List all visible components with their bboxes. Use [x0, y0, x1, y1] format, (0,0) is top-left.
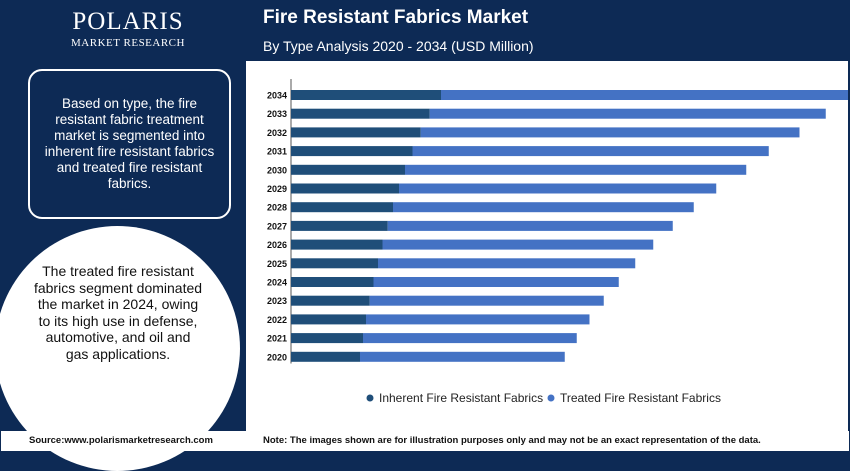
y-tick-label-2030: 2030 [267, 165, 287, 175]
legend-label-treated: Treated Fire Resistant Fabrics [560, 391, 721, 405]
bar-inherent-2029 [291, 183, 399, 194]
bar-treated-2029 [399, 183, 717, 194]
bar-inherent-2021 [291, 333, 363, 344]
bar-inherent-2034 [291, 90, 441, 100]
bar-inherent-2023 [291, 295, 370, 306]
bar-treated-2027 [387, 220, 673, 231]
bar-inherent-2030 [291, 164, 405, 175]
segmentation-info-box: Based on type, the fire resistant fabric… [28, 69, 231, 219]
y-tick-label-2031: 2031 [267, 147, 287, 157]
bar-treated-2032 [420, 127, 800, 138]
chart-title: Fire Resistant Fabrics Market [263, 7, 529, 28]
bar-treated-2033 [429, 108, 826, 119]
bar-inherent-2031 [291, 146, 413, 157]
bar-treated-2024 [373, 277, 619, 287]
legend-marker-inherent [366, 394, 374, 402]
y-tick-label-2028: 2028 [267, 203, 287, 213]
bar-inherent-2033 [291, 108, 430, 119]
bar-inherent-2025 [291, 258, 378, 269]
y-tick-label-2022: 2022 [267, 315, 287, 325]
y-tick-label-2025: 2025 [267, 259, 287, 269]
logo-subtitle: MARKET RESEARCH [71, 37, 185, 49]
y-tick-label-2033: 2033 [267, 109, 287, 119]
disclaimer-note: Note: The images shown are for illustrat… [263, 435, 761, 446]
bar-treated-2034 [441, 90, 848, 100]
chart-subtitle: By Type Analysis 2020 - 2034 (USD Millio… [263, 38, 534, 54]
bar-treated-2025 [378, 258, 636, 269]
y-tick-label-2024: 2024 [267, 278, 287, 288]
bar-inherent-2032 [291, 127, 421, 138]
y-tick-label-2026: 2026 [267, 240, 287, 250]
highlight-text: The treated fire resistant fabrics segme… [33, 263, 203, 362]
legend-marker-treated [547, 394, 555, 402]
bar-inherent-2020 [291, 351, 360, 362]
bar-inherent-2024 [291, 277, 374, 287]
y-tick-label-2027: 2027 [267, 221, 287, 231]
company-logo: POLARIS MARKET RESEARCH [63, 8, 193, 50]
bar-treated-2030 [405, 164, 747, 175]
y-tick-label-2023: 2023 [267, 296, 287, 306]
bar-treated-2022 [366, 314, 590, 325]
segmentation-info-text: Based on type, the fire resistant fabric… [44, 96, 215, 191]
y-tick-label-2020: 2020 [267, 352, 287, 362]
y-tick-label-2021: 2021 [267, 334, 287, 344]
bar-treated-2020 [360, 351, 565, 362]
legend-label-inherent: Inherent Fire Resistant Fabrics [379, 391, 543, 405]
y-tick-label-2032: 2032 [267, 128, 287, 138]
source-text: Source:www.polarismarketresearch.com [29, 435, 213, 446]
bar-treated-2028 [393, 202, 694, 213]
y-tick-label-2029: 2029 [267, 184, 287, 194]
footer: Source:www.polarismarketresearch.com Not… [1, 431, 849, 451]
bar-inherent-2022 [291, 314, 366, 325]
bar-inherent-2028 [291, 202, 393, 213]
chart-area: 2034 2033 2032 2031 2030 2029 2028 2027 2026 2025… [246, 61, 848, 431]
y-tick-label-2034: 2034 [267, 91, 287, 101]
bar-treated-2026 [382, 239, 654, 250]
highlight-circle [0, 226, 240, 471]
stacked-bar-chart: 2034 2033 2032 2031 2030 2029 2028 2027 2026 2025… [267, 79, 848, 405]
bar-treated-2031 [412, 146, 769, 157]
logo-wordmark: POLARIS [72, 8, 184, 35]
bar-treated-2021 [363, 333, 577, 344]
bar-treated-2023 [369, 295, 604, 306]
bar-inherent-2027 [291, 220, 388, 231]
bar-inherent-2026 [291, 239, 383, 250]
